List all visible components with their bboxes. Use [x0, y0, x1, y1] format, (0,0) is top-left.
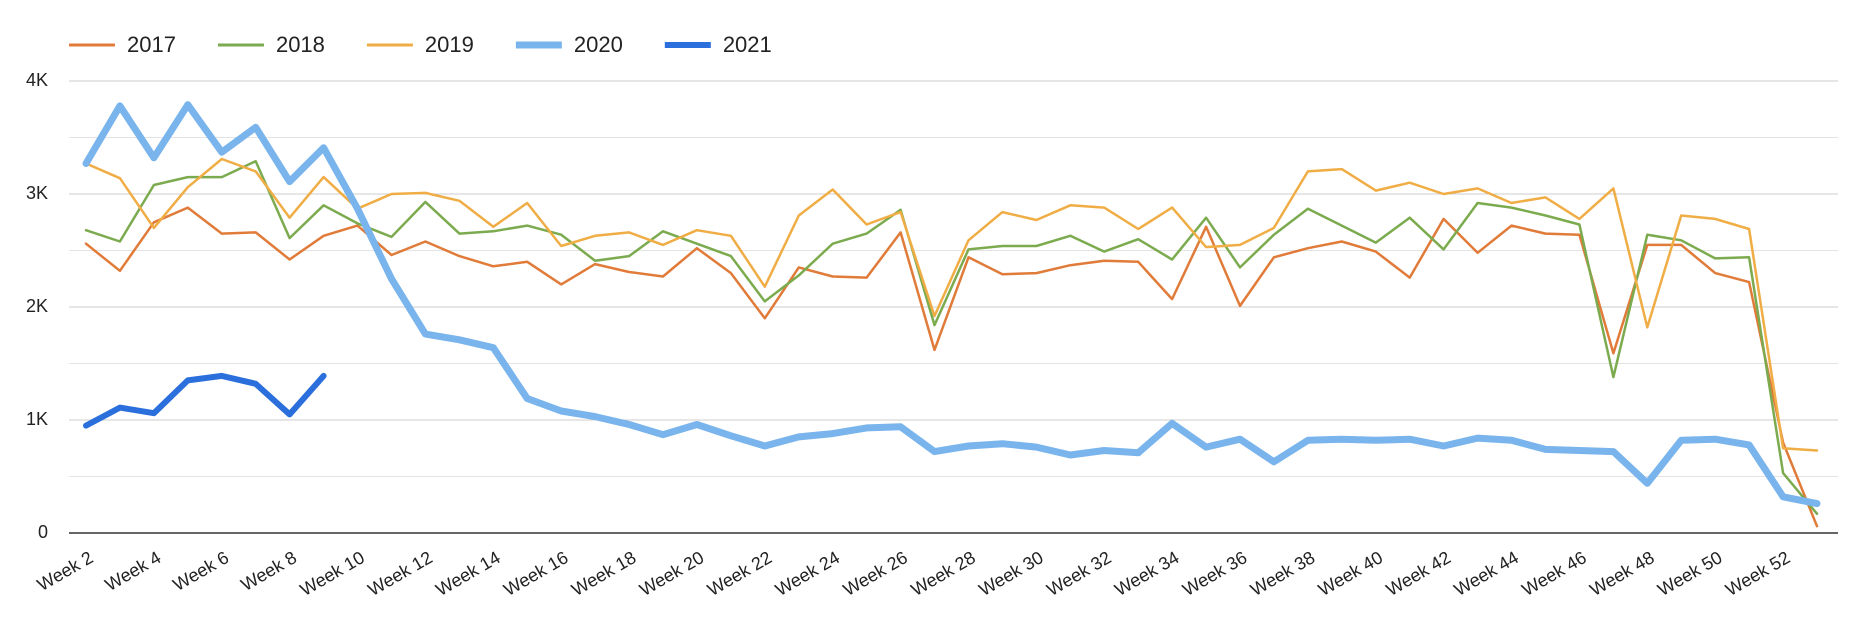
series-line [82, 101, 1821, 508]
x-tick-label: Week 40 [1315, 547, 1386, 600]
x-tick-label: Week 36 [1179, 547, 1250, 600]
x-tick-label: Week 30 [975, 547, 1046, 600]
series-line [83, 372, 327, 429]
legend-label: 2020 [574, 32, 623, 57]
x-tick-label: Week 8 [237, 547, 300, 595]
x-tick-label: Week 48 [1586, 547, 1657, 600]
x-tick-label: Week 50 [1654, 547, 1725, 600]
x-tick-label: Week 10 [297, 547, 368, 600]
y-tick-label: 3K [26, 183, 48, 203]
x-tick-label: Week 18 [568, 547, 639, 600]
x-tick-label: Week 44 [1451, 547, 1522, 600]
y-tick-label: 1K [26, 409, 48, 429]
x-tick-label: Week 24 [772, 547, 843, 600]
x-tick-label: Week 42 [1383, 547, 1454, 600]
legend-label: 2018 [276, 32, 325, 57]
x-tick-label: Week 38 [1247, 547, 1318, 600]
x-tick-label: Week 20 [636, 547, 707, 600]
y-tick-label: 0 [38, 522, 48, 542]
x-tick-label: Week 34 [1111, 547, 1182, 600]
series-line [84, 206, 1819, 528]
y-tick-label: 2K [26, 296, 48, 316]
legend-label: 2017 [127, 32, 176, 57]
x-tick-label: Week 12 [365, 547, 436, 600]
x-tick-label: Week 6 [170, 547, 233, 595]
x-tick-label: Week 26 [840, 547, 911, 600]
x-tick-label: Week 2 [34, 547, 97, 595]
y-tick-label: 4K [26, 70, 48, 90]
x-tick-label: Week 32 [1043, 547, 1114, 600]
series-line [84, 157, 1819, 452]
x-tick-label: Week 28 [908, 547, 979, 600]
x-tick-label: Week 4 [102, 547, 165, 595]
legend-label: 2019 [425, 32, 474, 57]
x-tick-label: Week 52 [1722, 547, 1793, 600]
x-tick-label: Week 16 [500, 547, 571, 600]
x-tick-label: Week 46 [1519, 547, 1590, 600]
legend-label: 2021 [723, 32, 772, 57]
x-tick-label: Week 14 [432, 547, 503, 600]
x-tick-label: Week 22 [704, 547, 775, 600]
series-line [84, 159, 1819, 516]
